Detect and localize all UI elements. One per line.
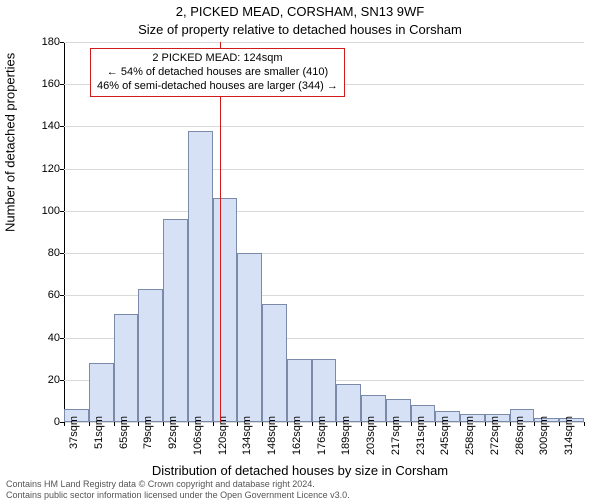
x-tick-mark	[262, 422, 263, 426]
histogram-bar	[237, 253, 262, 422]
y-tick-label: 140	[34, 120, 60, 132]
x-tick-mark	[336, 422, 337, 426]
x-tick-label: 106sqm	[192, 416, 204, 455]
annotation-line-2: ← 54% of detached houses are smaller (41…	[97, 66, 338, 80]
x-tick-mark	[287, 422, 288, 426]
x-tick-mark	[188, 422, 189, 426]
y-tick-label: 180	[34, 36, 60, 48]
annotation-line-1: 2 PICKED MEAD: 124sqm	[97, 52, 338, 66]
y-tick-mark	[60, 126, 64, 127]
y-tick-label: 60	[34, 289, 60, 301]
y-tick-mark	[60, 169, 64, 170]
x-tick-mark	[138, 422, 139, 426]
x-tick-label: 79sqm	[142, 416, 154, 449]
x-tick-mark	[460, 422, 461, 426]
annotation-box: 2 PICKED MEAD: 124sqm← 54% of detached h…	[90, 48, 345, 97]
y-tick-mark	[60, 42, 64, 43]
x-tick-label: 258sqm	[464, 416, 476, 455]
x-tick-mark	[559, 422, 560, 426]
histogram-bar	[89, 363, 114, 422]
y-tick-label: 120	[34, 163, 60, 175]
x-tick-mark	[534, 422, 535, 426]
page-title-address: 2, PICKED MEAD, CORSHAM, SN13 9WF	[0, 4, 600, 19]
x-tick-mark	[361, 422, 362, 426]
y-tick-mark	[60, 84, 64, 85]
x-tick-mark	[213, 422, 214, 426]
y-tick-label: 80	[34, 247, 60, 259]
x-tick-label: 314sqm	[563, 416, 575, 455]
grid-line	[64, 169, 584, 170]
x-tick-label: 245sqm	[439, 416, 451, 455]
y-axis-label: Number of detached properties	[3, 53, 18, 232]
y-tick-label: 100	[34, 205, 60, 217]
histogram-bar	[188, 131, 213, 422]
histogram-bar	[138, 289, 163, 422]
y-tick-mark	[60, 338, 64, 339]
x-tick-mark	[386, 422, 387, 426]
histogram-bar	[163, 219, 188, 422]
grid-line	[64, 253, 584, 254]
x-axis-label: Distribution of detached houses by size …	[0, 463, 600, 478]
x-tick-mark	[237, 422, 238, 426]
footer-line-2: Contains public sector information licen…	[6, 490, 350, 500]
x-tick-label: 37sqm	[68, 416, 80, 449]
x-tick-label: 65sqm	[118, 416, 130, 449]
x-tick-label: 203sqm	[365, 416, 377, 455]
y-tick-label: 0	[34, 416, 60, 428]
x-tick-mark	[114, 422, 115, 426]
histogram-bar	[312, 359, 337, 422]
footer-line-1: Contains HM Land Registry data © Crown c…	[6, 479, 350, 489]
x-tick-label: 176sqm	[316, 416, 328, 455]
histogram-bar	[213, 198, 238, 422]
histogram-plot: 02040608010012014016018037sqm51sqm65sqm7…	[64, 42, 584, 422]
histogram-bar	[114, 314, 139, 422]
x-tick-label: 51sqm	[93, 416, 105, 449]
x-tick-mark	[510, 422, 511, 426]
annotation-line-3: 46% of semi-detached houses are larger (…	[97, 80, 338, 94]
histogram-bar	[287, 359, 312, 422]
page-title-sub: Size of property relative to detached ho…	[0, 22, 600, 37]
y-axis-line	[64, 42, 65, 422]
x-tick-label: 120sqm	[217, 416, 229, 455]
grid-line	[64, 126, 584, 127]
histogram-bar	[262, 304, 287, 422]
x-tick-mark	[485, 422, 486, 426]
x-tick-label: 189sqm	[340, 416, 352, 455]
x-tick-mark	[411, 422, 412, 426]
x-tick-mark	[89, 422, 90, 426]
x-tick-mark	[163, 422, 164, 426]
x-tick-label: 134sqm	[241, 416, 253, 455]
x-tick-label: 162sqm	[291, 416, 303, 455]
x-tick-label: 300sqm	[538, 416, 550, 455]
y-tick-mark	[60, 380, 64, 381]
x-tick-label: 148sqm	[266, 416, 278, 455]
y-tick-label: 20	[34, 374, 60, 386]
x-tick-label: 286sqm	[514, 416, 526, 455]
reference-line	[220, 42, 221, 422]
footer-attribution: Contains HM Land Registry data © Crown c…	[6, 479, 350, 500]
x-tick-mark	[584, 422, 585, 426]
x-tick-mark	[435, 422, 436, 426]
x-tick-label: 217sqm	[390, 416, 402, 455]
y-tick-label: 160	[34, 78, 60, 90]
grid-line	[64, 42, 584, 43]
x-tick-mark	[312, 422, 313, 426]
y-tick-mark	[60, 295, 64, 296]
x-tick-label: 92sqm	[167, 416, 179, 449]
x-tick-label: 231sqm	[415, 416, 427, 455]
x-tick-mark	[64, 422, 65, 426]
x-tick-label: 272sqm	[489, 416, 501, 455]
y-tick-mark	[60, 211, 64, 212]
y-tick-label: 40	[34, 332, 60, 344]
grid-line	[64, 211, 584, 212]
y-tick-mark	[60, 253, 64, 254]
